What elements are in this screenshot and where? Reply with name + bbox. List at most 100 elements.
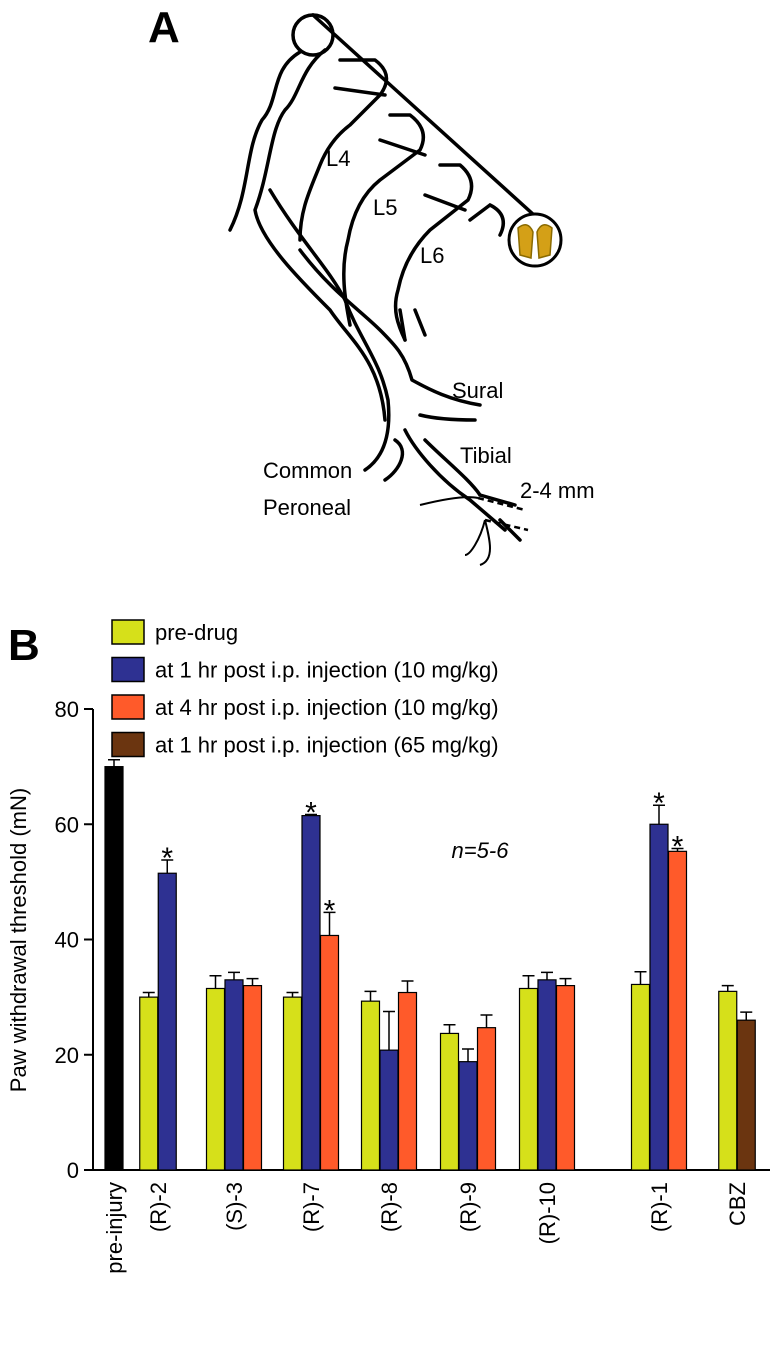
bar (736, 1019, 756, 1171)
y-tick-label: 40 (55, 928, 79, 953)
panel-label: A (148, 3, 180, 52)
bar (397, 991, 418, 1171)
error-bar (671, 847, 684, 852)
nerve (253, 48, 387, 422)
legend-label: at 1 hr post i.p. injection (65 mg/kg) (155, 733, 499, 758)
nerve (383, 413, 482, 497)
error-bar (246, 977, 259, 986)
error-bar (462, 1048, 474, 1062)
error-bar (522, 975, 535, 989)
nerve (423, 193, 506, 237)
significance-marker: * (653, 787, 665, 820)
error-bar (209, 975, 222, 989)
error-bar (653, 804, 665, 825)
diagram-label: L5 (373, 195, 397, 220)
bar (667, 850, 688, 1171)
x-tick-label: (R)-10 (535, 1182, 560, 1244)
bar (555, 984, 576, 1171)
significance-marker: * (672, 830, 684, 863)
legend-label: pre-drug (155, 620, 238, 645)
cord-section (507, 212, 563, 268)
error-bar (721, 984, 734, 992)
bar (476, 1027, 497, 1171)
x-tick-label: (R)-2 (146, 1182, 171, 1232)
error-bar (634, 971, 647, 985)
grey-matter (517, 224, 553, 259)
legend-swatch (111, 656, 145, 683)
error-bar (305, 813, 317, 816)
legend-label: at 4 hr post i.p. injection (10 mg/kg) (155, 695, 499, 720)
x-tick-label: (R)-8 (377, 1182, 402, 1232)
bar (630, 983, 651, 1171)
bar (379, 1049, 399, 1171)
error-bar (401, 980, 414, 993)
nerve (378, 138, 474, 342)
x-tick-label: (R)-9 (456, 1182, 481, 1232)
diagram-label: Common (263, 458, 352, 483)
nerve (403, 428, 522, 542)
bar-chart: n=5-6 Paw withdrawal threshold (mN) (6, 788, 509, 1092)
x-tick-label: (R)-1 (647, 1182, 672, 1232)
error-bar (559, 977, 572, 986)
diagram-label: L4 (326, 146, 350, 171)
bar (518, 987, 539, 1171)
bar (537, 979, 557, 1171)
significance-marker: * (305, 796, 317, 829)
bar (157, 872, 177, 1171)
nerve (298, 58, 389, 242)
panel-label: B (8, 621, 40, 670)
diagram-label: Peroneal (263, 495, 351, 520)
error-bar (383, 1010, 395, 1051)
x-tick-label: (R)-7 (299, 1182, 324, 1232)
legend-swatch (111, 694, 145, 720)
y-tick-label: 0 (67, 1158, 79, 1183)
diagram-label: Tibial (460, 443, 512, 468)
bar (301, 815, 321, 1171)
error-bar (480, 1014, 493, 1028)
spinal-top (291, 13, 335, 57)
bar (104, 766, 124, 1171)
error-bar (286, 991, 299, 998)
bar (242, 984, 263, 1171)
error-bar (142, 991, 155, 998)
nerve (333, 86, 426, 327)
nerve (398, 308, 427, 342)
bar (319, 934, 340, 1171)
nerve-trunk (298, 248, 482, 407)
bar (139, 996, 159, 1171)
legend-swatch (111, 731, 145, 758)
y-tick-label: 60 (55, 812, 79, 837)
error-bar (443, 1024, 456, 1034)
significance-marker: * (324, 894, 336, 927)
diagram-labels: L4 L5 L6 Sural Tibial Common Peroneal 2-… (263, 146, 595, 520)
suture (419, 496, 491, 566)
diagram-label: Sural (452, 378, 503, 403)
cut-marks (477, 496, 529, 532)
legend-label: at 1 hr post i.p. injection (10 mg/kg) (155, 658, 499, 683)
y-tick-label: 20 (55, 1043, 79, 1068)
error-bar (228, 971, 240, 980)
error-bar (161, 859, 174, 874)
bar (718, 990, 738, 1171)
bar (458, 1061, 478, 1171)
y-tick-label: 80 (55, 697, 79, 722)
bar (224, 979, 244, 1171)
bar (649, 823, 669, 1171)
error-bar (541, 971, 553, 980)
diagram-label: L6 (420, 243, 444, 268)
diagram-label: 2-4 mm (520, 478, 595, 503)
x-tick-label: pre-injury (102, 1182, 127, 1274)
cord-line (311, 13, 547, 227)
nerve-diagram (228, 13, 563, 566)
bar (282, 996, 303, 1171)
error-bar (323, 911, 336, 936)
nerve (228, 50, 302, 232)
y-axis-title: Paw withdrawal threshold (mN) (6, 788, 31, 1092)
x-tick-label: (S)-3 (222, 1182, 247, 1231)
bar (360, 1000, 381, 1171)
error-bar (108, 758, 120, 767)
nerve-trunk (268, 188, 391, 472)
bar (439, 1032, 460, 1171)
significance-marker: * (161, 842, 173, 875)
